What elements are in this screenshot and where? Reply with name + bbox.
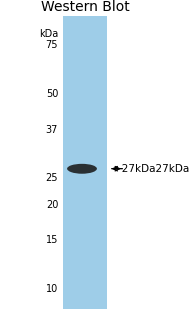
Text: 10: 10	[46, 284, 58, 294]
Text: 15: 15	[46, 235, 58, 245]
Text: 50: 50	[46, 89, 58, 99]
Ellipse shape	[67, 164, 97, 174]
Text: 25: 25	[46, 173, 58, 183]
Bar	[63, 16, 107, 309]
Text: 20: 20	[46, 200, 58, 210]
Text: 75: 75	[46, 40, 58, 50]
Text: 37: 37	[46, 125, 58, 135]
Text: Western Blot: Western Blot	[41, 0, 129, 14]
Text: ←27kDa27kDa: ←27kDa27kDa	[113, 164, 190, 174]
Text: kDa: kDa	[39, 29, 58, 39]
